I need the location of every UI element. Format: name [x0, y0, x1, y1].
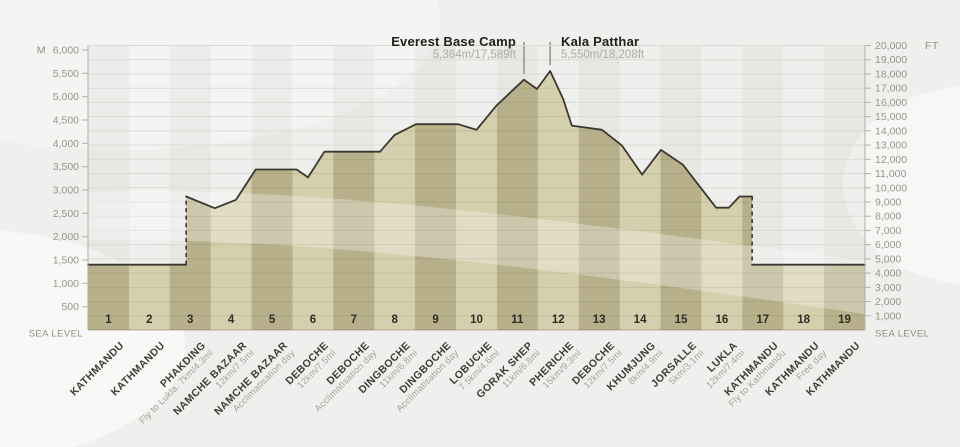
left-axis-tick-label: 4,500: [53, 115, 79, 127]
swoosh-band: [88, 191, 865, 314]
right-axis-tick-label: 16,000: [875, 97, 907, 109]
day-number: 18: [797, 314, 810, 326]
day-number: 6: [310, 314, 316, 326]
annotation-title: Everest Base Camp: [391, 34, 516, 49]
left-axis-tick-label: 2,500: [53, 208, 79, 220]
day-number: 14: [634, 314, 647, 326]
background-swoosh: [843, 85, 960, 285]
day-number: 11: [511, 314, 524, 326]
right-axis-tick-label: 12,000: [875, 154, 907, 166]
sea-level-label-left: SEA LEVEL: [29, 329, 83, 340]
right-axis-tick-label: 4,000: [875, 268, 901, 280]
left-axis-tick-label: 3,500: [53, 161, 79, 173]
elevation-area: [88, 71, 865, 330]
right-axis-tick-label: 14,000: [875, 125, 907, 137]
elevation-profile-line: [185, 70, 753, 210]
day-number: 4: [228, 314, 235, 326]
right-axis-tick-label: 17,000: [875, 83, 907, 95]
left-axis-tick-label: 500: [61, 301, 79, 313]
left-axis-tick-label: 1,500: [53, 255, 79, 267]
day-number: 15: [675, 314, 688, 326]
right-axis-tick-label: 11,000: [875, 168, 906, 180]
right-axis-tick-label: 13,000: [875, 140, 907, 152]
background-swoosh: [0, 0, 440, 150]
right-axis-tick-label: 19,000: [875, 54, 907, 66]
day-number: 16: [715, 314, 728, 326]
annotation-elevation-value: 5,364m/17,589ft: [432, 49, 516, 61]
left-axis-tick-label: 6,000: [53, 45, 79, 57]
left-axis-unit-label: M: [37, 45, 46, 57]
annotation-title: Kala Patthar: [561, 34, 640, 49]
left-axis-tick-label: 3,000: [53, 185, 79, 197]
day-number: 1: [105, 314, 112, 326]
left-axis-tick-label: 2,000: [53, 231, 79, 243]
swoosh-band-group: [88, 191, 865, 314]
left-axis-tick-label: 4,000: [53, 138, 79, 150]
right-axis-tick-label: 1,000: [875, 310, 901, 322]
right-axis-tick-label: 2,000: [875, 296, 901, 308]
day-number: 9: [432, 314, 438, 326]
day-number: 2: [146, 314, 152, 326]
fill-day-stripe: [496, 71, 538, 330]
day-number: 10: [470, 314, 483, 326]
right-axis-tick-label: 9,000: [875, 196, 901, 208]
annotation-kala-patthar: Kala Patthar 5,550m/18,208ft: [561, 35, 644, 62]
right-axis-tick-label: 10,000: [875, 182, 907, 194]
day-number: 12: [552, 314, 565, 326]
day-number: 7: [351, 314, 357, 326]
day-number: 3: [187, 314, 193, 326]
annotation-elevation-value: 5,550m/18,208ft: [561, 49, 645, 61]
left-axis-tick-label: 5,000: [53, 91, 79, 103]
right-axis-tick-label: 5,000: [875, 253, 901, 265]
left-axis-tick-label: 5,500: [53, 68, 79, 80]
right-axis-tick-label: 6,000: [875, 239, 901, 251]
left-axis-tick-label: 1,000: [53, 278, 79, 290]
day-number: 5: [269, 314, 276, 326]
right-axis-tick-label: 8,000: [875, 211, 901, 223]
annotation-everest-base-camp: Everest Base Camp 5,364m/17,589ft: [391, 35, 516, 62]
right-axis-tick-label: 15,000: [875, 111, 907, 123]
day-number: 8: [392, 314, 399, 326]
sea-level-label-right: SEA LEVEL: [875, 329, 929, 340]
day-number: 19: [838, 314, 851, 326]
right-axis-tick-label: 18,000: [875, 68, 907, 80]
right-axis-tick-label: 7,000: [875, 225, 901, 237]
chart-axes: [82, 45, 871, 330]
day-number: 13: [593, 314, 606, 326]
right-axis-tick-label: 20,000: [875, 40, 907, 52]
right-axis-unit-label: FT: [925, 40, 939, 52]
day-number: 17: [756, 314, 769, 326]
right-axis-tick-label: 3,000: [875, 282, 901, 294]
